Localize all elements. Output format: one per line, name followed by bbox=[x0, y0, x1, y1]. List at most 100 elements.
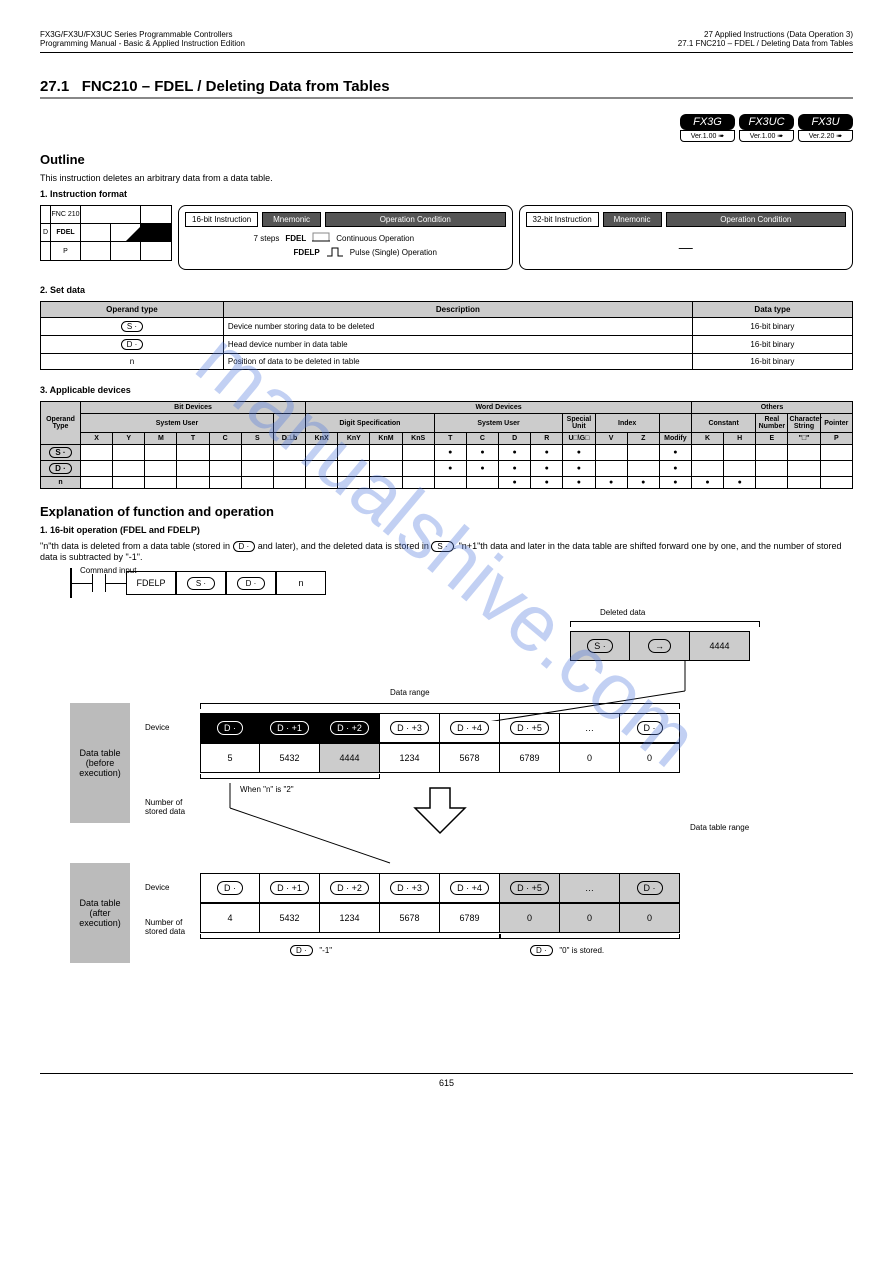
av: 1234 bbox=[320, 903, 380, 933]
section-name: FNC210 – FDEL / Deleting Data from Table… bbox=[82, 78, 390, 95]
grid-fnc: FNC 210 bbox=[51, 206, 81, 224]
ld: D · bbox=[237, 577, 266, 590]
badge-ver: Ver.1.00 bbox=[750, 133, 776, 140]
th: V bbox=[595, 433, 627, 445]
av: 4 bbox=[200, 903, 260, 933]
panel2-label: 32-bit Instruction bbox=[526, 212, 599, 227]
panel2-dash: — bbox=[526, 231, 847, 263]
badge-top: FX3UC bbox=[739, 114, 794, 130]
sv1: 4444 bbox=[709, 641, 729, 651]
before-val-row: 5 5432 4444 1234 5678 6789 0 0 bbox=[200, 743, 680, 773]
after-d-row: D · D · +1 D · +2 D · +3 D · +4 D · +5 …… bbox=[200, 873, 680, 903]
th: "□" bbox=[788, 433, 820, 445]
op-d: D · bbox=[121, 339, 144, 350]
outline-head: Outline bbox=[40, 152, 853, 167]
table-row: D · ●●●●●● bbox=[41, 461, 853, 477]
d6: … bbox=[585, 883, 594, 893]
t1b: and later), and the deleted data is stor… bbox=[258, 541, 429, 551]
d4: D · +4 bbox=[450, 881, 489, 895]
d1: D · +1 bbox=[270, 721, 309, 735]
table-row: n Position of data to be deleted in tabl… bbox=[41, 354, 853, 370]
appdev-table: Operand Type Bit Devices Word Devices Ot… bbox=[40, 401, 853, 489]
av: 0 bbox=[560, 903, 620, 933]
grid-p: P bbox=[51, 242, 81, 260]
after-label: Data table (after execution) bbox=[70, 863, 130, 963]
dt: 16-bit binary bbox=[692, 318, 852, 336]
th: Y bbox=[113, 433, 145, 445]
data-table-diagram: Deleted data S · → 4444 Data table (befo… bbox=[40, 613, 853, 1053]
d0: D · bbox=[217, 721, 243, 735]
th: KnM bbox=[370, 433, 402, 445]
av: 0 bbox=[500, 903, 560, 933]
header-left-2: Programming Manual - Basic & Applied Ins… bbox=[40, 39, 245, 48]
explanation-sub: 1. 16-bit operation (FDEL and FDELP) bbox=[40, 525, 853, 535]
th: Special Unit bbox=[563, 414, 595, 433]
th: K bbox=[691, 433, 723, 445]
section-number: 27.1 bbox=[40, 78, 69, 95]
th: P bbox=[820, 433, 852, 445]
th: R bbox=[531, 433, 563, 445]
cond1: Continuous Operation bbox=[336, 234, 414, 243]
header-right-1: 27 Applied Instructions (Data Operation … bbox=[678, 30, 853, 39]
bv: 5678 bbox=[440, 743, 500, 773]
th: KnY bbox=[338, 433, 370, 445]
section-rule bbox=[40, 97, 853, 99]
appdev-head: 3. Applicable devices bbox=[40, 385, 853, 395]
th: C bbox=[209, 433, 241, 445]
bracket bbox=[200, 938, 500, 939]
badge-fx3g: FX3G Ver.1.00➠ bbox=[680, 114, 735, 142]
table-row: S · Device number storing data to be del… bbox=[41, 318, 853, 336]
down-arrow-icon bbox=[410, 783, 470, 843]
bracket bbox=[570, 621, 760, 622]
th: D□.b bbox=[273, 433, 305, 445]
op: n bbox=[41, 477, 81, 489]
panel2-mnem: Mnemonic bbox=[603, 212, 662, 227]
header-rule bbox=[40, 52, 853, 53]
th: Character String bbox=[788, 414, 820, 433]
note2: "-1" bbox=[319, 946, 332, 955]
bv: 6789 bbox=[500, 743, 560, 773]
instruction-grid: FNC 210 DFDEL P bbox=[40, 205, 172, 261]
section-title: 27.1 FNC210 – FDEL / Deleting Data from … bbox=[40, 78, 853, 95]
badge-ver: Ver.2.20 bbox=[809, 133, 835, 140]
badge-fx3u: FX3U Ver.2.20➠ bbox=[798, 114, 853, 142]
ladder-diagram: FDELP S · D · n bbox=[70, 568, 853, 598]
bv: 0 bbox=[620, 743, 680, 773]
th: E bbox=[756, 433, 788, 445]
table-row: S · ●●●●●● bbox=[41, 445, 853, 461]
bv: 4444 bbox=[320, 743, 380, 773]
page-number: 615 bbox=[439, 1078, 454, 1088]
arrow-line-2 bbox=[200, 773, 400, 873]
cmd-label: Command input bbox=[80, 566, 136, 575]
th: Constant bbox=[691, 414, 755, 433]
panel-mnem: Mnemonic bbox=[262, 212, 321, 227]
desc: Device number storing data to be deleted bbox=[223, 318, 692, 336]
page-header: FX3G/FX3U/FX3UC Series Programmable Cont… bbox=[40, 30, 853, 48]
d4: D · +4 bbox=[450, 721, 489, 735]
d5: D · +5 bbox=[510, 721, 549, 735]
av: 5432 bbox=[260, 903, 320, 933]
setdata-head: 2. Set data bbox=[40, 285, 853, 295]
continuous-icon bbox=[312, 231, 330, 245]
header-left-1: FX3G/FX3U/FX3UC Series Programmable Cont… bbox=[40, 30, 245, 39]
col-op: Operand type bbox=[41, 302, 224, 318]
op: S · bbox=[49, 447, 71, 458]
table-row: n ●●●●●●●● bbox=[41, 477, 853, 489]
mnem2: FDELP bbox=[294, 248, 320, 257]
th: S bbox=[241, 433, 273, 445]
cond2: Pulse (Single) Operation bbox=[350, 248, 437, 257]
th: Real Number bbox=[756, 414, 788, 433]
explanation-text: "n"th data is deleted from a data table … bbox=[40, 541, 853, 562]
after-val-row: 4 5432 1234 5678 6789 0 0 0 bbox=[200, 903, 680, 933]
explanation-head: Explanation of function and operation bbox=[40, 504, 853, 519]
header-right-2: 27.1 FNC210 – FDEL / Deleting Data from … bbox=[678, 39, 853, 48]
th: H bbox=[724, 433, 756, 445]
badge-ver: Ver.1.00 bbox=[691, 133, 717, 140]
op-row-1: 7 steps FDEL Continuous Operation bbox=[254, 231, 437, 245]
av: 5678 bbox=[380, 903, 440, 933]
d3: D · +3 bbox=[390, 881, 429, 895]
note3: "0" is stored. bbox=[559, 946, 604, 955]
dt: 16-bit binary bbox=[692, 354, 852, 370]
setdata-table: Operand type Description Data type S · D… bbox=[40, 301, 853, 370]
d5: D · +5 bbox=[510, 881, 549, 895]
